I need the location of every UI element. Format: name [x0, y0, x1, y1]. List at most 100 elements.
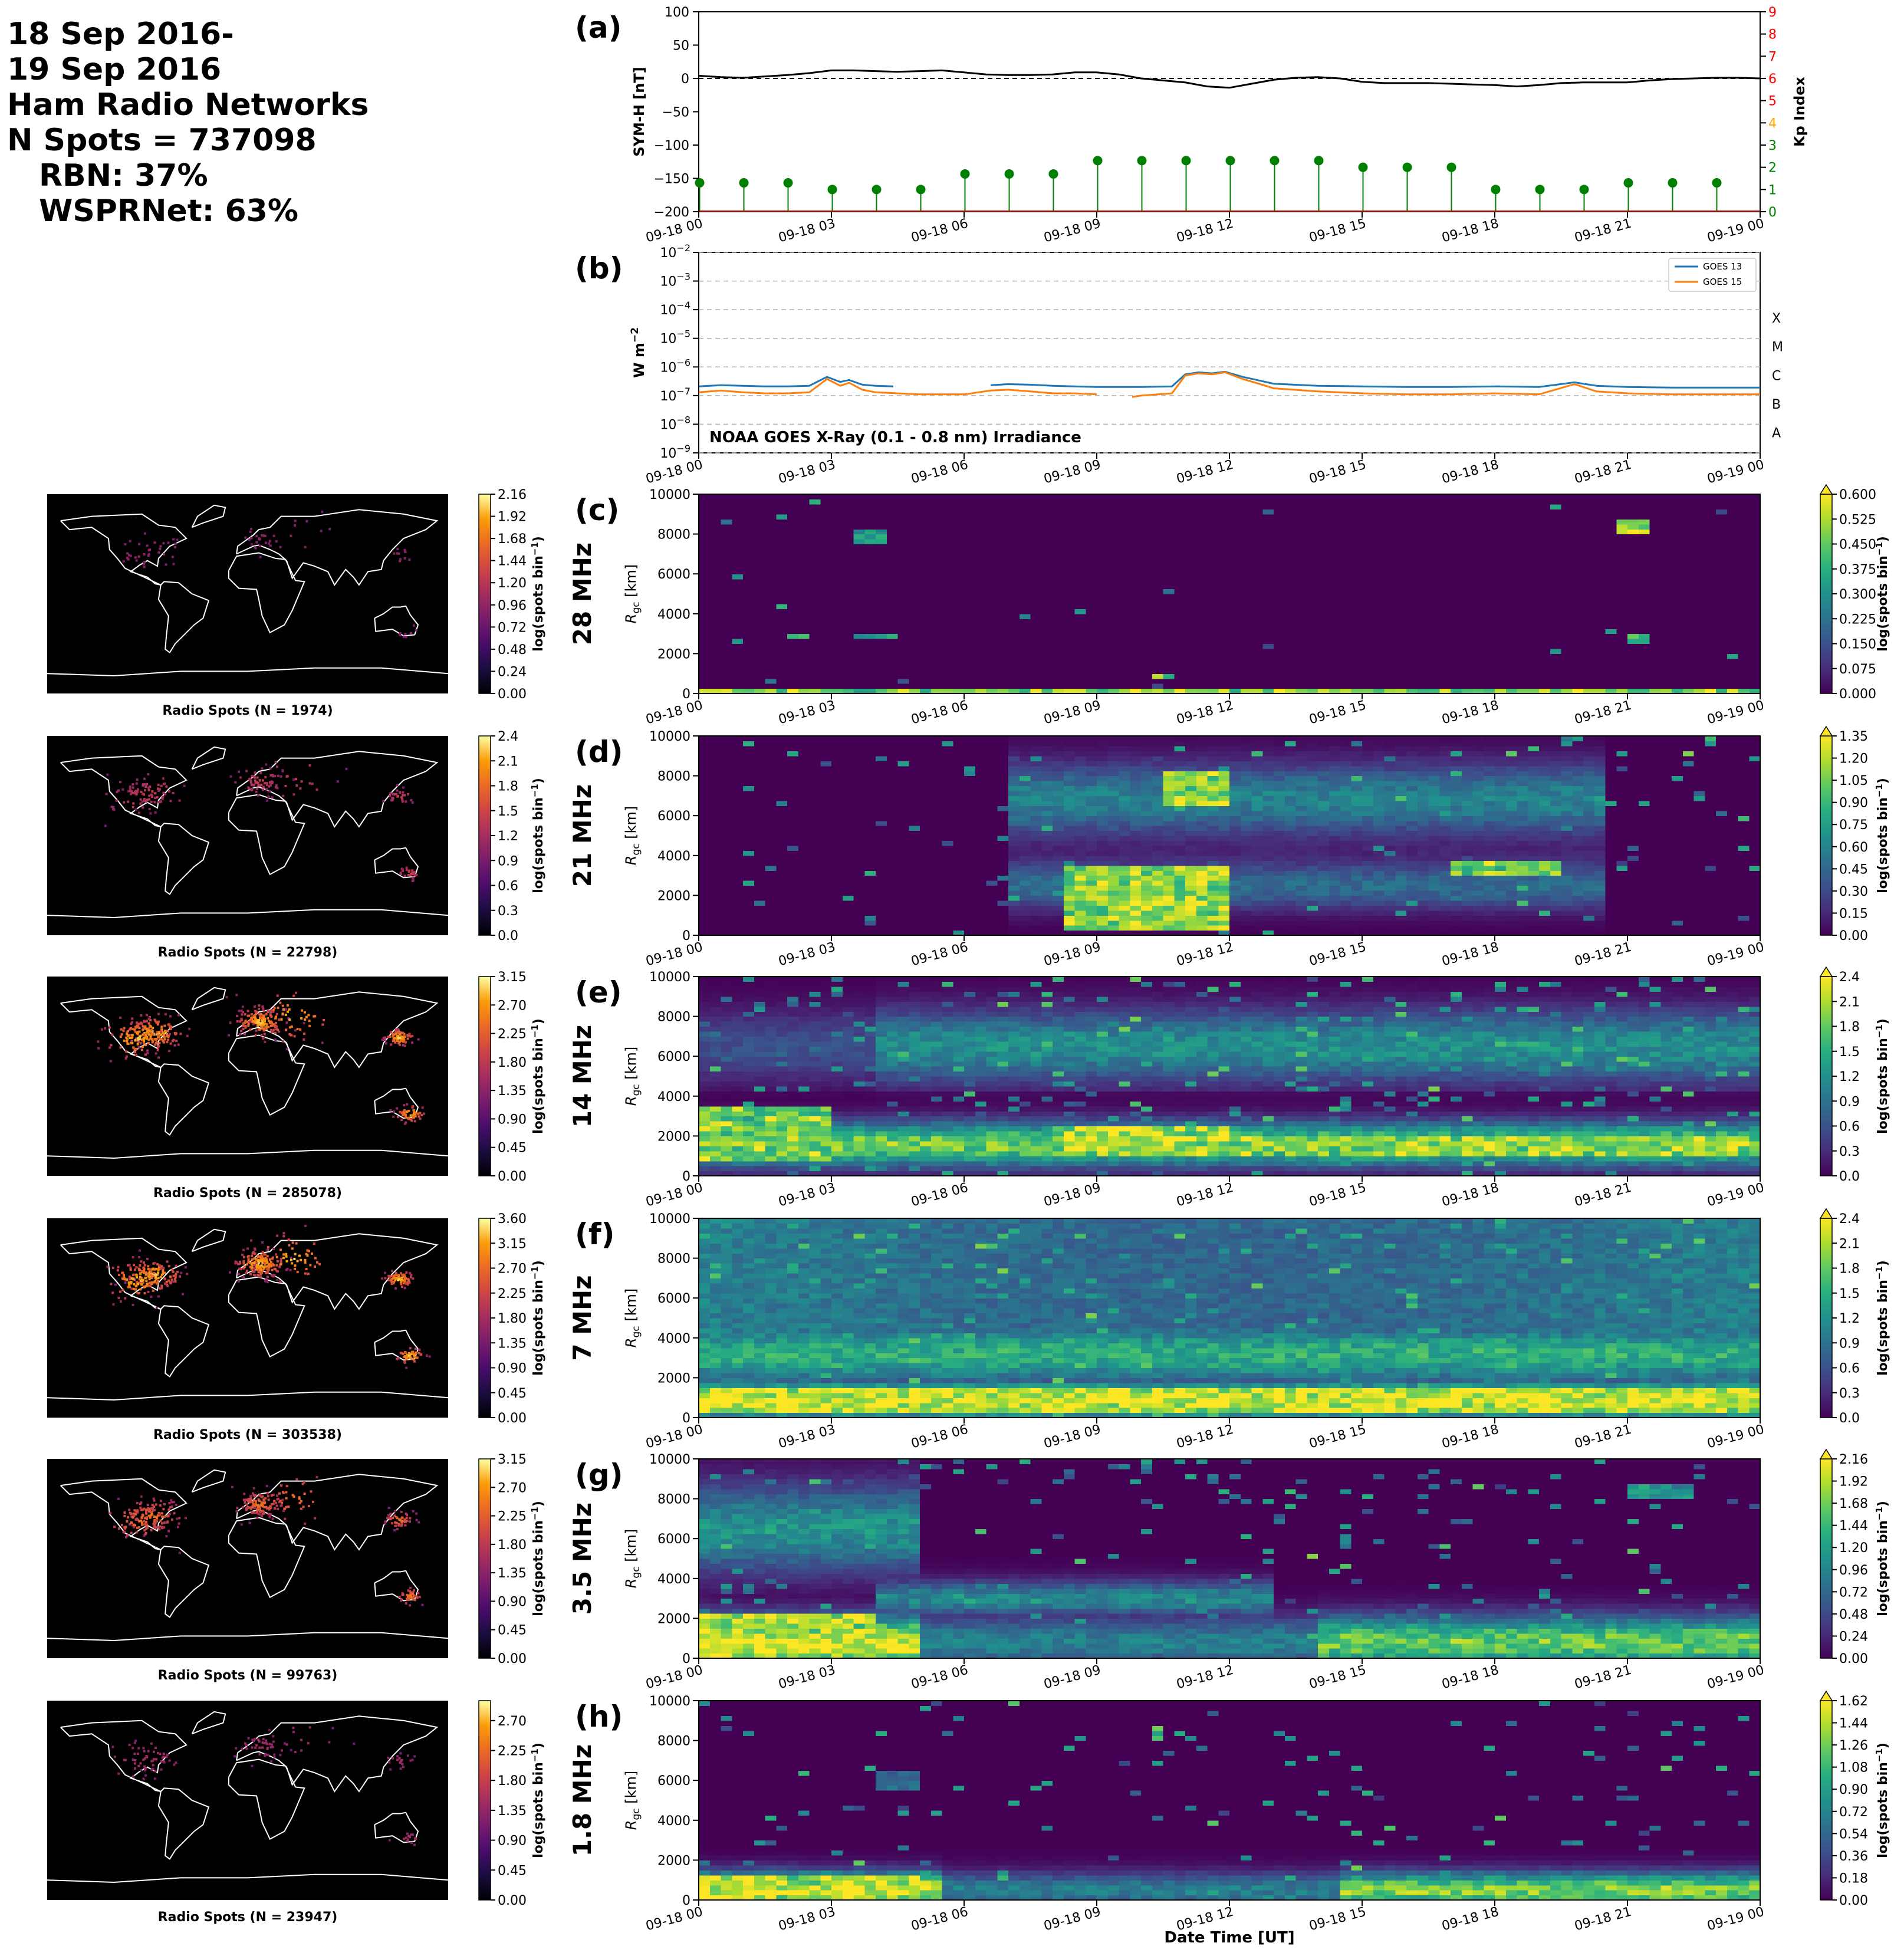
- heatmap-cell: [1086, 494, 1097, 500]
- heatmap-cell: [1649, 534, 1661, 540]
- heatmap-cell: [1428, 539, 1440, 545]
- heatmap-cell: [997, 589, 1009, 594]
- heatmap-cell: [1307, 623, 1318, 629]
- heatmap-cell: [853, 765, 865, 771]
- heatmap-cell: [909, 529, 920, 535]
- heatmap-cell: [975, 548, 987, 554]
- heatmap-cell: [1716, 609, 1728, 614]
- heatmap-cell: [787, 554, 799, 560]
- heatmap-cell: [1716, 643, 1728, 649]
- heatmap-cell: [1583, 633, 1595, 639]
- heatmap-cell: [1428, 603, 1440, 609]
- heatmap-cell: [864, 800, 876, 806]
- heatmap-cell: [1030, 613, 1042, 619]
- heatmap-cell: [787, 761, 799, 767]
- heatmap-cell: [1229, 564, 1241, 570]
- heatmap-cell: [831, 544, 843, 550]
- heatmap-cell: [709, 820, 722, 826]
- heatmap-cell: [1008, 653, 1020, 659]
- heatmap-cell: [986, 578, 998, 584]
- heatmap-cell: [1053, 678, 1064, 684]
- heatmap-cell: [886, 663, 899, 669]
- heatmap-cell: [1384, 683, 1396, 689]
- heatmap-cell: [1627, 643, 1639, 649]
- summary-spot-count: N Spots = 737098: [7, 123, 317, 158]
- symh-ytick-label: 0: [681, 72, 689, 87]
- heatmap-cell: [953, 524, 965, 530]
- heatmap-cell: [831, 558, 843, 564]
- heatmap-cell: [1682, 603, 1695, 609]
- heatmap-cell: [1074, 678, 1086, 684]
- heatmap-cell: [853, 775, 865, 781]
- heatmap-cell: [1550, 643, 1562, 649]
- colorbar-extend-arrow: [1819, 484, 1833, 495]
- heatmap-cell: [1141, 584, 1153, 590]
- heatmap-cell: [1284, 609, 1297, 614]
- heatmap-cell: [1605, 609, 1617, 614]
- heatmap-cell: [1716, 688, 1728, 694]
- heatmap-cell: [709, 900, 722, 906]
- heatmap-cell: [1240, 683, 1252, 689]
- kp-ytick-label: 3: [1768, 139, 1777, 153]
- heatmap-cell: [1119, 514, 1130, 520]
- heatmap-cell: [1395, 663, 1407, 669]
- heatmap-cell: [1638, 574, 1650, 580]
- heatmap-cell: [1107, 529, 1120, 535]
- heatmap-cell: [864, 544, 876, 550]
- heatmap-cell: [1086, 519, 1097, 525]
- heatmap-cell: [787, 574, 799, 580]
- kp-marker: [1402, 162, 1412, 172]
- heatmap-cell: [964, 509, 976, 515]
- heatmap-cell: [1594, 594, 1606, 600]
- heatmap-cell: [1130, 558, 1142, 564]
- heatmap-cell: [1638, 504, 1650, 509]
- heatmap-cell: [1295, 668, 1307, 674]
- heatmap-cell: [930, 499, 943, 505]
- heatmap-cell: [732, 870, 744, 876]
- heatmap-cell: [1451, 584, 1462, 590]
- heatmap-cell: [743, 885, 755, 891]
- heatmap-cell: [1074, 558, 1086, 564]
- heatmap-cell: [953, 673, 965, 679]
- heatmap-cell: [1461, 668, 1474, 674]
- heatmap-cell: [1196, 633, 1208, 639]
- heatmap-cell: [1594, 643, 1606, 649]
- heatmap-cell: [1406, 668, 1418, 674]
- heatmap-cell: [1616, 683, 1628, 689]
- heatmap-cell: [1119, 653, 1130, 659]
- heatmap-cell: [754, 504, 766, 509]
- heatmap-cell: [1328, 564, 1341, 570]
- heatmap-cell: [864, 910, 876, 916]
- heatmap-cell: [1185, 539, 1197, 545]
- heatmap-cell: [1627, 564, 1639, 570]
- heatmap-cell: [732, 678, 744, 684]
- heatmap-cell: [732, 544, 744, 550]
- heatmap-cell: [1207, 658, 1219, 664]
- heatmap-cell: [776, 920, 788, 926]
- heatmap-cell: [1351, 494, 1363, 500]
- heatmap-cell: [699, 820, 711, 826]
- heatmap-cell: [732, 504, 744, 509]
- heatmap-cell: [743, 810, 755, 816]
- heatmap-cell: [765, 524, 777, 530]
- heatmap-cell: [1141, 603, 1153, 609]
- heatmap-cell: [831, 781, 843, 787]
- heatmap-cell: [809, 800, 821, 806]
- heatmap-cell: [864, 865, 876, 871]
- heatmap-cell: [1638, 564, 1650, 570]
- heatmap-cell: [787, 658, 799, 664]
- heatmap-cell: [765, 584, 777, 590]
- heatmap-cell: [1550, 673, 1562, 679]
- heatmap-cell: [1716, 514, 1728, 520]
- heatmap-cell: [1738, 673, 1750, 679]
- heatmap-cell: [787, 613, 799, 619]
- heatmap-cell: [1340, 658, 1351, 664]
- heatmap-cell: [754, 905, 766, 911]
- heatmap-cell: [787, 816, 799, 821]
- heatmap-cell: [1041, 574, 1053, 580]
- heatmap-cell: [1307, 589, 1318, 594]
- spot-bin: [396, 548, 399, 551]
- heatmap-cell: [864, 870, 876, 876]
- heatmap-cell: [876, 790, 887, 796]
- heatmap-cell: [1505, 544, 1518, 550]
